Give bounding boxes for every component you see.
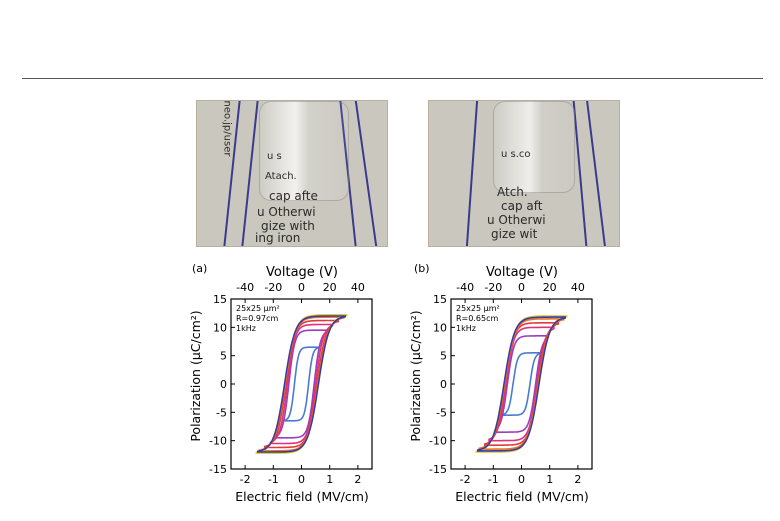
plot-frame <box>230 298 373 470</box>
hysteresis-loop <box>477 316 566 452</box>
x-tick-label: 1 <box>546 473 553 486</box>
top-tick-label: 40 <box>571 281 585 294</box>
x-tick-label: 2 <box>574 473 581 486</box>
hysteresis-loop <box>275 329 328 439</box>
photo-text: cap aft <box>501 199 543 213</box>
header-rule <box>22 78 763 79</box>
y-tick-label: 5 <box>440 350 447 363</box>
hysteresis-loop <box>255 314 348 454</box>
hysteresis-chart-b: (b) Voltage (V) -40 -20 0 20 40 151050-5-10-… <box>408 262 593 504</box>
annotation-line: R=0.65cm <box>456 314 498 323</box>
annotation-line: 25x25 μm² <box>456 304 500 313</box>
panel-label: (a) <box>192 262 207 275</box>
y-tick-label: 0 <box>220 378 227 391</box>
x-tick-label: -2 <box>460 473 471 486</box>
y-tick-label: -15 <box>429 463 447 476</box>
y-tick-label: 15 <box>213 293 227 306</box>
y-tick-label: -5 <box>436 406 447 419</box>
y-axis-title: Polarization (μC/cm²) <box>408 310 423 441</box>
top-axis-title: Voltage (V) <box>486 265 558 280</box>
photo-text: u Otherwi <box>487 213 546 227</box>
panel-label: (b) <box>414 262 430 275</box>
top-tick-label: 0 <box>518 281 525 294</box>
x-tick-label: 1 <box>326 473 333 486</box>
hysteresis-loop <box>283 346 320 422</box>
y-axis-title: Polarization (μC/cm²) <box>188 310 203 441</box>
y-tick-label: -10 <box>429 435 447 448</box>
photo-text: ing iron <box>255 231 301 245</box>
photo-flexible-device-1: neo.jp/user u s Atach. cap afte u Otherw… <box>196 100 388 247</box>
x-tick-label: -1 <box>488 473 499 486</box>
y-tick-label: 10 <box>213 321 227 334</box>
y-tick-label: 0 <box>440 378 447 391</box>
top-tick-label: -20 <box>264 281 282 294</box>
photo-text: gize with <box>261 219 315 233</box>
photo-text: u Otherwi <box>257 205 316 219</box>
bottom-axis-title: Electric field (MV/cm) <box>235 489 369 504</box>
hysteresis-loop <box>478 318 565 450</box>
hysteresis-loop <box>493 335 550 433</box>
y-tick-label: 5 <box>220 350 227 363</box>
y-tick-label: -5 <box>216 406 227 419</box>
photo-text: u s <box>267 151 282 162</box>
y-tick-label: -10 <box>209 435 227 448</box>
x-tick-label: 0 <box>518 473 525 486</box>
y-tick-label: 10 <box>433 321 447 334</box>
top-tick-label: 20 <box>323 281 337 294</box>
x-tick-label: -1 <box>268 473 279 486</box>
x-tick-label: 0 <box>298 473 305 486</box>
top-tick-label: -40 <box>456 281 474 294</box>
top-tick-label: -20 <box>484 281 502 294</box>
annotation-line: 1kHz <box>456 324 476 333</box>
top-tick-label: 40 <box>351 281 365 294</box>
top-tick-label: -40 <box>236 281 254 294</box>
plot-frame <box>450 298 593 470</box>
top-axis-title: Voltage (V) <box>266 265 338 280</box>
x-tick-label: 2 <box>354 473 361 486</box>
y-tick-label: 15 <box>433 293 447 306</box>
bottom-axis-title: Electric field (MV/cm) <box>455 489 589 504</box>
photo-text: Atach. <box>265 171 297 182</box>
top-tick-label: 0 <box>298 281 305 294</box>
annotation-line: R=0.97cm <box>236 314 278 323</box>
y-tick-label: -15 <box>209 463 227 476</box>
hysteresis-loop <box>257 315 346 453</box>
photo-text: cap afte <box>269 189 318 203</box>
annotation-line: 25x25 μm² <box>236 304 280 313</box>
photo-text: u s.co <box>501 149 531 160</box>
photo-text: Atch. <box>497 185 528 199</box>
photo-text: gize wit <box>491 227 538 241</box>
photo-text: neo.jp/user <box>221 100 233 157</box>
top-tick-label: 20 <box>543 281 557 294</box>
annotation-line: 1kHz <box>236 324 256 333</box>
hysteresis-chart-a: (a) Voltage (V) -40 -20 0 20 40 151050-5-10-… <box>188 262 373 504</box>
photo-flexible-device-2: u s.co Atch. cap aft u Otherwi gize wit <box>428 100 620 247</box>
x-tick-label: -2 <box>240 473 251 486</box>
hysteresis-loop <box>258 316 345 452</box>
